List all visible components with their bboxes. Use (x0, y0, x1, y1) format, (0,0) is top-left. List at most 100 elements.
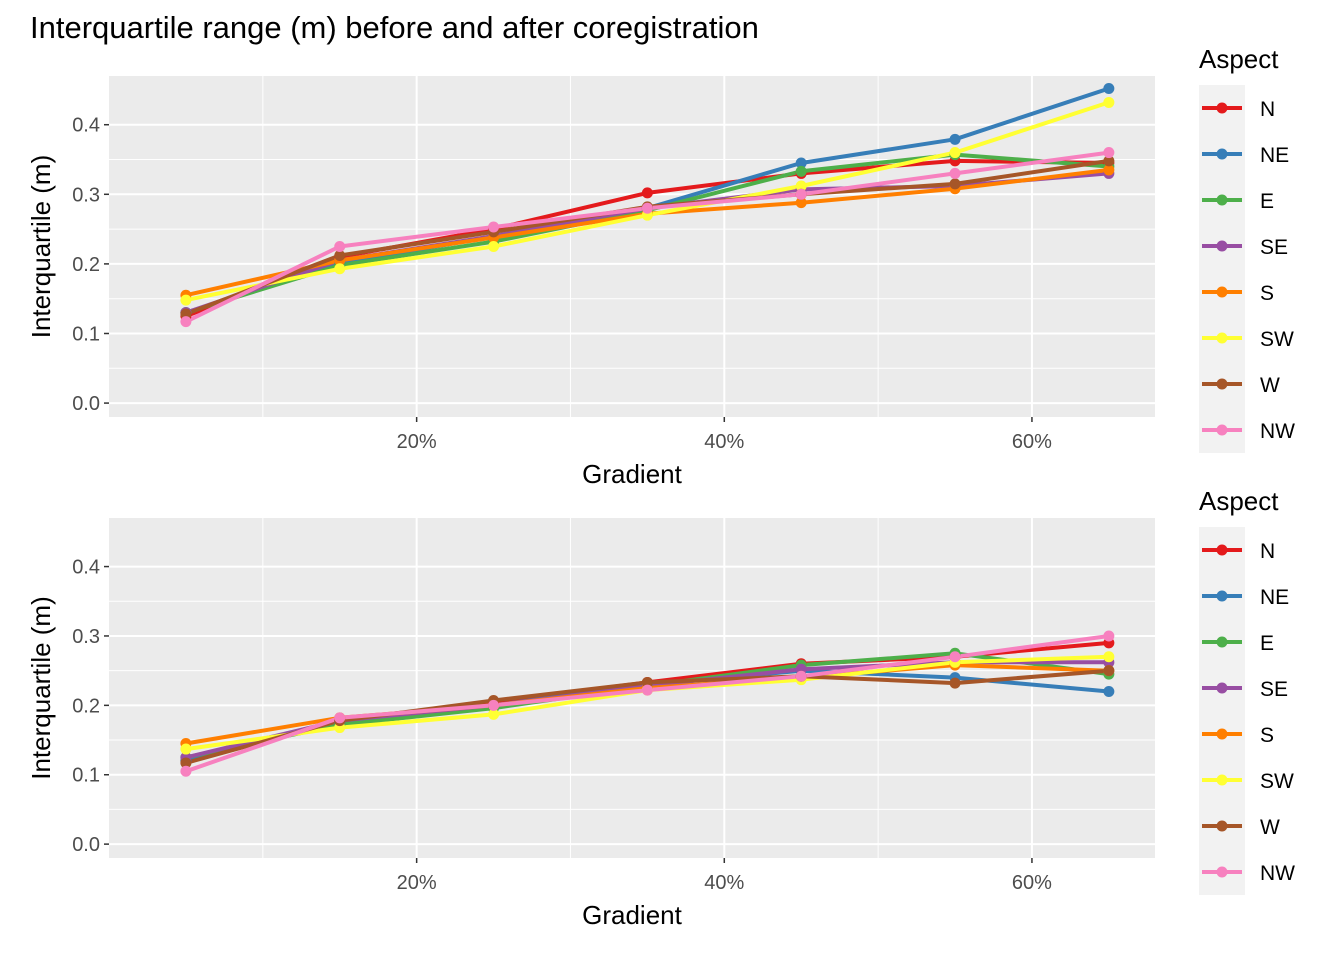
legend-item-sw: SW (1199, 757, 1294, 803)
data-point-nw (334, 241, 346, 252)
data-point-sw (1103, 96, 1115, 108)
legend-item-n: N (1199, 527, 1275, 573)
legend-item-nw: NW (1199, 407, 1295, 453)
legend-key-point (1216, 194, 1228, 206)
data-point-nw (641, 202, 653, 214)
data-point-nw (949, 651, 961, 663)
y-tick-label: 0.3 (72, 626, 100, 648)
y-axis-label: Interquartile (m) (26, 596, 56, 780)
legend-key-point (1216, 286, 1228, 298)
legend-key-point (1216, 148, 1228, 160)
y-tick-label: 0.1 (72, 323, 100, 345)
y-tick-label: 0.2 (72, 254, 100, 276)
x-axis-label: Gradient (582, 459, 682, 489)
legend-item-ne: NE (1199, 573, 1289, 619)
data-point-w (180, 757, 192, 769)
data-point-sw (949, 147, 961, 159)
data-point-e (795, 165, 807, 177)
data-point-sw (488, 708, 500, 720)
legend-item-se: SE (1199, 223, 1288, 269)
y-axis-label: Interquartile (m) (26, 155, 56, 339)
legend-label: SW (1260, 770, 1294, 793)
data-point-nw (488, 699, 500, 711)
legend-key-point (1216, 774, 1228, 786)
data-point-nw (488, 221, 500, 233)
data-point-ne (795, 157, 807, 169)
x-tick-label: 20% (397, 431, 437, 453)
data-point-w (949, 677, 961, 689)
data-point-w (1103, 155, 1115, 167)
legend-item-se: SE (1199, 665, 1288, 711)
data-point-nw (795, 670, 807, 682)
legend-title: Aspect (1199, 44, 1279, 74)
legend-item-s: S (1199, 711, 1274, 757)
legend-label: W (1260, 816, 1280, 839)
legend-key-point (1216, 102, 1228, 114)
data-point-w (949, 178, 961, 190)
data-point-ne (1103, 685, 1115, 697)
data-point-n (641, 187, 653, 199)
legend-label: W (1260, 374, 1280, 397)
data-point-s (1103, 164, 1115, 176)
legend-label: S (1260, 282, 1274, 305)
legend-label: S (1260, 724, 1274, 747)
data-point-nw (334, 712, 346, 724)
legend-label: NW (1260, 420, 1295, 443)
legend-key-point (1216, 378, 1228, 390)
legend-item-ne: NE (1199, 131, 1289, 177)
x-tick-label: 60% (1012, 872, 1052, 894)
data-point-sw (334, 263, 346, 275)
chart-title: Interquartile range (m) before and after… (30, 10, 759, 45)
data-point-nw (795, 188, 807, 200)
x-tick-label: 60% (1012, 431, 1052, 453)
y-tick-label: 0.2 (72, 695, 100, 717)
data-point-nw (180, 765, 192, 777)
data-point-nw (1103, 147, 1115, 159)
data-point-w (334, 250, 346, 262)
data-point-sw (180, 294, 192, 306)
data-point-nw (949, 167, 961, 179)
legend-title: Aspect (1199, 486, 1279, 516)
data-point-sw (488, 241, 500, 252)
legend-label: SE (1260, 678, 1288, 701)
y-tick-label: 0.4 (72, 115, 100, 137)
data-point-sw (180, 743, 192, 755)
legend-key-point (1216, 820, 1228, 832)
data-point-nw (641, 684, 653, 696)
legend-label: E (1260, 632, 1274, 655)
legend-key-point (1216, 682, 1228, 694)
y-tick-label: 0.0 (72, 834, 100, 856)
data-point-nw (1103, 630, 1115, 642)
data-point-w (1103, 665, 1115, 677)
y-tick-label: 0.0 (72, 393, 100, 415)
legend-label: SW (1260, 328, 1294, 351)
legend-label: N (1260, 98, 1275, 121)
data-point-w (641, 676, 653, 688)
legend-label: NW (1260, 862, 1295, 885)
data-point-sw (795, 180, 807, 192)
y-tick-label: 0.3 (72, 184, 100, 206)
legend-key-point (1216, 544, 1228, 556)
legend-label: NE (1260, 144, 1289, 167)
legend-label: SE (1260, 236, 1288, 259)
legend-item-s: S (1199, 269, 1274, 315)
y-tick-label: 0.4 (72, 557, 100, 579)
legend-key-point (1216, 728, 1228, 740)
chart-panel-2: 20% 40% 60% 0.0 0.1 0.2 0.3 0.4 Gradient Interqua… (26, 486, 1295, 930)
data-point-ne (1103, 83, 1115, 95)
legend-item-w: W (1199, 361, 1280, 407)
legend-key-point (1216, 240, 1228, 252)
legend-item-n: N (1199, 85, 1275, 131)
legend-label: E (1260, 190, 1274, 213)
legend-item-e: E (1199, 177, 1274, 223)
legend-item-nw: NW (1199, 849, 1295, 895)
legend: N NE E SE S SW W NW (1199, 85, 1295, 453)
legend-item-e: E (1199, 619, 1274, 665)
legend-key-point (1216, 424, 1228, 436)
legend-key-point (1216, 590, 1228, 602)
legend-key-point (1216, 866, 1228, 878)
x-tick-label: 40% (704, 431, 744, 453)
legend-item-w: W (1199, 803, 1280, 849)
legend-item-sw: SW (1199, 315, 1294, 361)
